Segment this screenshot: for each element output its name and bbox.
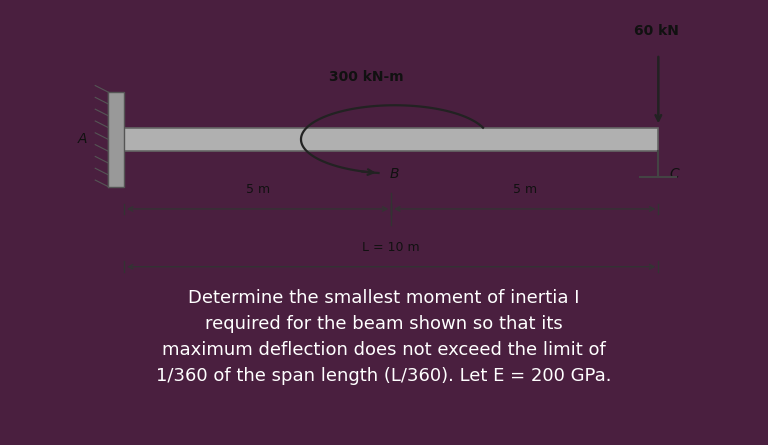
Bar (108, 92, 124, 186)
Text: C: C (670, 167, 679, 181)
Text: A: A (78, 132, 88, 146)
Text: B: B (390, 167, 399, 181)
Text: L = 10 m: L = 10 m (362, 241, 420, 254)
Text: 300 kN-m: 300 kN-m (329, 70, 403, 84)
Text: 5 m: 5 m (246, 183, 270, 196)
Bar (124, 128, 658, 151)
Text: 5 m: 5 m (513, 183, 537, 196)
Text: 60 kN: 60 kN (634, 24, 679, 38)
Text: Determine the smallest moment of inertia I
required for the beam shown so that i: Determine the smallest moment of inertia… (156, 289, 612, 384)
